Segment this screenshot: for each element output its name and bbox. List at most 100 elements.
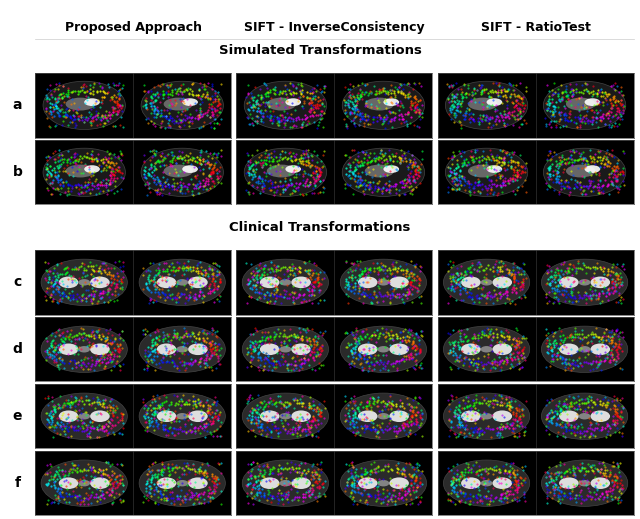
Ellipse shape: [584, 165, 600, 173]
Ellipse shape: [543, 148, 626, 197]
Ellipse shape: [444, 460, 530, 507]
Ellipse shape: [486, 165, 502, 173]
Ellipse shape: [541, 259, 628, 306]
Text: e: e: [13, 409, 22, 423]
Text: Original: Original: [465, 62, 509, 72]
Ellipse shape: [188, 411, 208, 422]
Ellipse shape: [139, 259, 225, 306]
Text: SIFT - InverseConsistency: SIFT - InverseConsistency: [244, 21, 425, 34]
Ellipse shape: [188, 277, 208, 288]
Ellipse shape: [41, 460, 127, 507]
Ellipse shape: [579, 480, 591, 486]
Ellipse shape: [358, 277, 378, 288]
Ellipse shape: [468, 98, 497, 111]
Ellipse shape: [492, 411, 512, 422]
Ellipse shape: [566, 165, 595, 177]
Ellipse shape: [291, 477, 311, 489]
Ellipse shape: [389, 477, 409, 489]
Ellipse shape: [164, 165, 193, 177]
Text: d: d: [13, 343, 22, 356]
Ellipse shape: [389, 344, 409, 355]
Ellipse shape: [579, 413, 591, 419]
Ellipse shape: [378, 279, 389, 285]
Ellipse shape: [559, 411, 579, 422]
Ellipse shape: [267, 98, 296, 111]
Ellipse shape: [461, 411, 481, 422]
Ellipse shape: [285, 165, 301, 173]
Ellipse shape: [481, 346, 492, 352]
Text: f: f: [15, 476, 20, 490]
Ellipse shape: [559, 277, 579, 288]
Ellipse shape: [65, 98, 95, 111]
Text: Follow-up: Follow-up: [156, 239, 209, 249]
Ellipse shape: [342, 81, 424, 130]
Ellipse shape: [139, 393, 225, 440]
Text: Transformed: Transformed: [550, 62, 619, 72]
Ellipse shape: [65, 165, 95, 177]
Ellipse shape: [389, 277, 409, 288]
Text: c: c: [13, 276, 22, 289]
Ellipse shape: [139, 460, 225, 507]
Ellipse shape: [340, 460, 426, 507]
Ellipse shape: [59, 277, 78, 288]
Ellipse shape: [260, 411, 280, 422]
Ellipse shape: [461, 277, 481, 288]
Ellipse shape: [244, 81, 326, 130]
Ellipse shape: [84, 165, 100, 173]
Ellipse shape: [378, 346, 389, 352]
Ellipse shape: [157, 477, 177, 489]
Ellipse shape: [177, 413, 188, 419]
Ellipse shape: [365, 98, 394, 111]
Ellipse shape: [358, 344, 378, 355]
Ellipse shape: [591, 277, 610, 288]
Ellipse shape: [486, 98, 502, 106]
Ellipse shape: [78, 279, 90, 285]
Ellipse shape: [291, 344, 311, 355]
Ellipse shape: [591, 411, 610, 422]
Ellipse shape: [444, 259, 530, 306]
Ellipse shape: [559, 344, 579, 355]
Text: Transformed: Transformed: [349, 62, 418, 72]
Ellipse shape: [492, 344, 512, 355]
Ellipse shape: [43, 81, 125, 130]
Ellipse shape: [84, 98, 100, 106]
Ellipse shape: [461, 344, 481, 355]
Ellipse shape: [41, 326, 127, 373]
Ellipse shape: [59, 344, 78, 355]
Ellipse shape: [243, 259, 328, 306]
Ellipse shape: [90, 277, 109, 288]
Ellipse shape: [444, 326, 530, 373]
Ellipse shape: [579, 346, 591, 352]
Ellipse shape: [59, 411, 78, 422]
Ellipse shape: [541, 326, 628, 373]
Ellipse shape: [342, 148, 424, 197]
Ellipse shape: [445, 148, 528, 197]
Ellipse shape: [177, 480, 188, 486]
Ellipse shape: [141, 81, 223, 130]
Text: b: b: [13, 166, 22, 179]
Ellipse shape: [260, 277, 280, 288]
Ellipse shape: [461, 477, 481, 489]
Ellipse shape: [260, 477, 280, 489]
Ellipse shape: [492, 477, 512, 489]
Ellipse shape: [358, 411, 378, 422]
Text: Original: Original: [263, 239, 307, 249]
Text: Simulated Transformations: Simulated Transformations: [219, 44, 421, 57]
Ellipse shape: [139, 326, 225, 373]
Ellipse shape: [492, 277, 512, 288]
Ellipse shape: [358, 477, 378, 489]
Ellipse shape: [378, 413, 389, 419]
Ellipse shape: [188, 344, 208, 355]
Ellipse shape: [468, 165, 497, 177]
Ellipse shape: [340, 393, 426, 440]
Ellipse shape: [164, 98, 193, 111]
Ellipse shape: [383, 165, 399, 173]
Ellipse shape: [90, 411, 109, 422]
Ellipse shape: [566, 98, 595, 111]
Ellipse shape: [43, 148, 125, 197]
Ellipse shape: [41, 393, 127, 440]
Text: Original: Original: [263, 62, 307, 72]
Ellipse shape: [78, 346, 90, 352]
Text: Transformed: Transformed: [148, 62, 217, 72]
Ellipse shape: [291, 277, 311, 288]
